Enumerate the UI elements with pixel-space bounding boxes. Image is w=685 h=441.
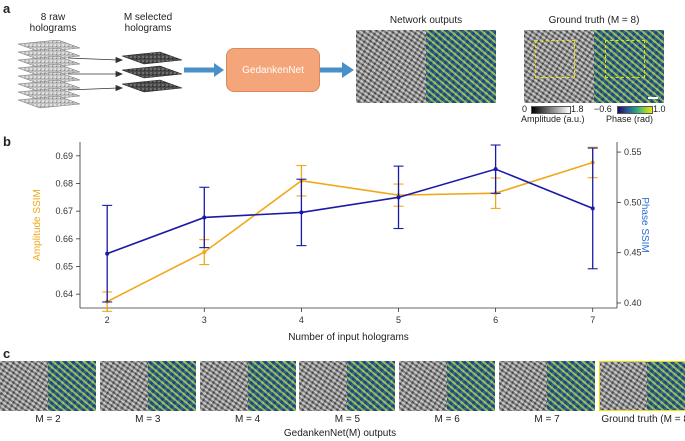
panel-c-phase-image	[646, 361, 685, 411]
output-arrow-head	[342, 62, 354, 78]
ground-truth-title: Ground truth (M = 8)	[548, 15, 640, 26]
amp-cbar-max: 1.8	[571, 104, 584, 114]
x-tick-label: 3	[202, 315, 207, 325]
x-axis-label: Number of input holograms	[288, 332, 409, 342]
network-output-amplitude-image	[356, 30, 426, 103]
right-tick-label: 0.45	[624, 248, 642, 258]
panel-c-amplitude-image	[499, 361, 547, 411]
x-tick-label: 6	[493, 315, 498, 325]
panel-c-amplitude-image	[99, 361, 148, 411]
roi-box-amplitude	[535, 40, 575, 78]
data-point	[590, 206, 595, 211]
panel-a-letter: a	[3, 1, 11, 16]
panel-c-image-label: M = 7	[534, 414, 560, 425]
panel-c-amplitude-image	[0, 361, 48, 411]
panel-c-amplitude-image	[199, 361, 248, 411]
left-tick-label: 0.64	[55, 289, 73, 299]
hologram-stack-diagram	[17, 40, 183, 109]
selected-label-line2: holograms	[124, 23, 172, 34]
selection-arrows	[67, 56, 124, 92]
data-point	[493, 167, 498, 172]
x-tick-label: 2	[105, 315, 110, 325]
phase-cbar-min: −0.6	[594, 104, 612, 114]
network-output-phase-image	[426, 30, 496, 103]
panel-c-image-label: M = 3	[135, 414, 161, 425]
network-outputs-title: Network outputs	[389, 15, 463, 26]
scale-bar	[648, 97, 658, 99]
phase-cbar-max: 1.0	[653, 104, 666, 114]
input-arrow-head	[214, 63, 224, 77]
panel-c-caption: GedankenNet(M) outputs	[283, 428, 397, 439]
left-tick-label: 0.67	[55, 206, 73, 216]
panel-c-phase-image	[547, 361, 595, 411]
left-axis-label: Amplitude SSIM	[32, 189, 43, 261]
ground-truth-highlight-frame	[598, 361, 685, 411]
data-point	[202, 250, 207, 255]
data-point	[202, 215, 207, 220]
phase-cbar-label: Phase (rad)	[606, 114, 654, 124]
left-tick-label: 0.68	[55, 179, 73, 189]
raw-holograms-label: 8 raw holograms	[18, 12, 88, 34]
data-point	[396, 195, 401, 200]
right-tick-label: 0.50	[624, 197, 642, 207]
panel-c-image-label: M = 6	[434, 414, 460, 425]
panel-c-phase-image	[147, 361, 196, 411]
selected-hologram-stack	[121, 51, 183, 93]
left-tick-label: 0.66	[55, 234, 73, 244]
raw-label-line1: 8 raw	[40, 12, 66, 23]
right-tick-label: 0.40	[624, 298, 642, 308]
panel-c-phase-image	[447, 361, 496, 411]
x-tick-label: 5	[396, 315, 401, 325]
panel-b-letter: b	[3, 134, 11, 149]
panel-c-phase-image	[48, 361, 96, 411]
x-tick-label: 4	[299, 315, 304, 325]
data-point	[299, 210, 304, 215]
panel-c-phase-image	[347, 361, 396, 411]
raw-label-line2: holograms	[29, 23, 77, 34]
gedankennet-box: GedankenNet	[226, 48, 320, 92]
amp-cbar-min: 0	[522, 104, 528, 114]
right-tick-label: 0.55	[624, 147, 642, 157]
left-tick-label: 0.65	[55, 262, 73, 272]
selected-label-line1: M selected	[123, 12, 173, 23]
selected-holograms-label: M selected holograms	[108, 12, 188, 34]
panel-c-image-label: Ground truth (M = 8)	[601, 414, 685, 425]
data-point	[105, 251, 110, 256]
left-tick-label: 0.69	[55, 151, 73, 161]
ssim-chart: 0.64 0.65 0.66 0.67 0.68 0.69 0.40 0.45 0.50 0.55…	[32, 142, 650, 342]
panel-c-letter: c	[3, 346, 11, 361]
right-axis-label: Phase SSIM	[639, 197, 650, 253]
panel-c-amplitude-image	[598, 361, 647, 411]
x-tick-label: 7	[590, 315, 595, 325]
raw-hologram-stack	[17, 40, 81, 109]
panel-c-amplitude-image	[299, 361, 348, 411]
series-line-phase	[106, 168, 594, 255]
flow-arrows	[184, 62, 354, 78]
panel-c-image-label: M = 5	[334, 414, 361, 425]
roi-box-phase	[605, 40, 645, 78]
gedankennet-label: GedankenNet	[242, 64, 304, 76]
panel-c-image-label: M = 2	[35, 414, 61, 425]
panel-c-phase-image	[247, 361, 296, 411]
panel-c-amplitude-image	[399, 361, 448, 411]
series-line-amplitude	[106, 161, 593, 303]
phase-colorbar	[617, 106, 653, 114]
panel-c-image-label: M = 4	[234, 414, 261, 425]
amplitude-colorbar	[531, 106, 571, 114]
amp-cbar-label: Amplitude (a.u.)	[521, 114, 585, 124]
